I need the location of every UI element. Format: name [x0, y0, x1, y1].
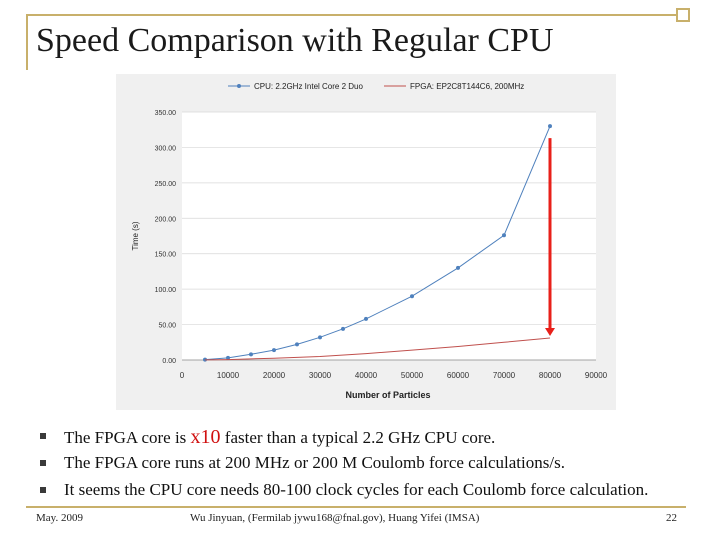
plot-background [182, 112, 596, 360]
y-tick-label: 250.00 [155, 181, 177, 188]
cpu-data-point [502, 233, 506, 238]
speedup-highlight: x10 [190, 426, 221, 448]
x-tick-label: 40000 [355, 371, 378, 380]
bullet-item: The FPGA core runs at 200 MHz or 200 M C… [40, 453, 710, 477]
y-tick-label: 200.00 [155, 216, 177, 223]
x-tick-label: 10000 [217, 371, 240, 380]
cpu-data-point [272, 348, 276, 353]
footer-author: Wu Jinyuan, (Fermilab jywu168@fnal.gov),… [190, 512, 480, 524]
chart-gridlines [182, 111, 596, 361]
y-tick-labels: 0.00 50.00 100.00 150.00 200.00 250.00 300.00 3… [155, 110, 177, 365]
cpu-data-point [226, 355, 230, 360]
cpu-data-point [548, 124, 552, 129]
y-tick-label: 300.00 [155, 145, 177, 152]
bullet-list: The FPGA core is x10 faster than a typic… [40, 426, 710, 507]
y-tick-label: 50.00 [158, 323, 176, 330]
x-tick-label: 20000 [263, 371, 286, 380]
x-tick-label: 60000 [447, 371, 470, 380]
cpu-series-line [204, 126, 551, 361]
bullet-text: The FPGA core is x10 faster than a typic… [64, 426, 496, 448]
x-tick-label: 50000 [401, 371, 424, 380]
cpu-data-point [295, 342, 299, 347]
bullet-text: It seems the CPU core needs 80-100 clock… [64, 480, 649, 499]
chart-container: CPU: 2.2GHz Intel Core 2 Duo FPGA: EP2C8… [116, 74, 616, 410]
footer-date: May. 2009 [36, 512, 83, 524]
frame-bottom-line [26, 506, 686, 508]
speedup-arrow-head [545, 328, 555, 337]
chart-legend: CPU: 2.2GHz Intel Core 2 Duo FPGA: EP2C8… [228, 82, 524, 91]
cpu-data-point [410, 294, 414, 299]
legend-label-cpu: CPU: 2.2GHz Intel Core 2 Duo [254, 82, 363, 91]
x-tick-label: 80000 [539, 371, 562, 380]
frame-left-line [26, 14, 28, 70]
cpu-data-point [364, 316, 368, 321]
speed-comparison-chart: CPU: 2.2GHz Intel Core 2 Duo FPGA: EP2C8… [131, 82, 608, 400]
cpu-data-point [341, 326, 345, 331]
bullet-text: The FPGA core runs at 200 MHz or 200 M C… [64, 453, 565, 472]
y-tick-label: 100.00 [155, 287, 177, 294]
x-tick-label: 70000 [493, 371, 516, 380]
frame-top-line [26, 14, 676, 16]
y-axis-label: Time (s) [131, 221, 140, 250]
legend-marker-cpu [237, 84, 241, 88]
y-tick-label: 150.00 [155, 252, 177, 259]
frame-corner-square [676, 8, 690, 22]
y-tick-label: 0.00 [162, 358, 176, 365]
slide-title: Speed Comparison with Regular CPU [36, 22, 554, 59]
footer-page-number: 22 [666, 512, 677, 524]
cpu-data-point [249, 352, 253, 357]
bullet-square-icon [40, 460, 46, 466]
bullet-item: The FPGA core is x10 faster than a typic… [40, 426, 710, 450]
fpga-series-line [204, 337, 551, 361]
bullet-square-icon [40, 487, 46, 493]
x-tick-labels: 0 10000 20000 30000 40000 50000 60000 70000 8000… [180, 371, 608, 380]
bullet-item: It seems the CPU core needs 80-100 clock… [40, 480, 710, 504]
plot-area [203, 124, 555, 362]
x-axis-label: Number of Particles [345, 390, 430, 400]
cpu-data-point [456, 265, 460, 270]
y-tick-label: 350.00 [155, 110, 177, 117]
x-tick-label: 30000 [309, 371, 332, 380]
cpu-data-point [318, 335, 322, 340]
legend-label-fpga: FPGA: EP2C8T144C6, 200MHz [410, 82, 524, 91]
x-tick-label: 0 [180, 371, 185, 380]
bullet-square-icon [40, 433, 46, 439]
x-tick-label: 90000 [585, 371, 608, 380]
